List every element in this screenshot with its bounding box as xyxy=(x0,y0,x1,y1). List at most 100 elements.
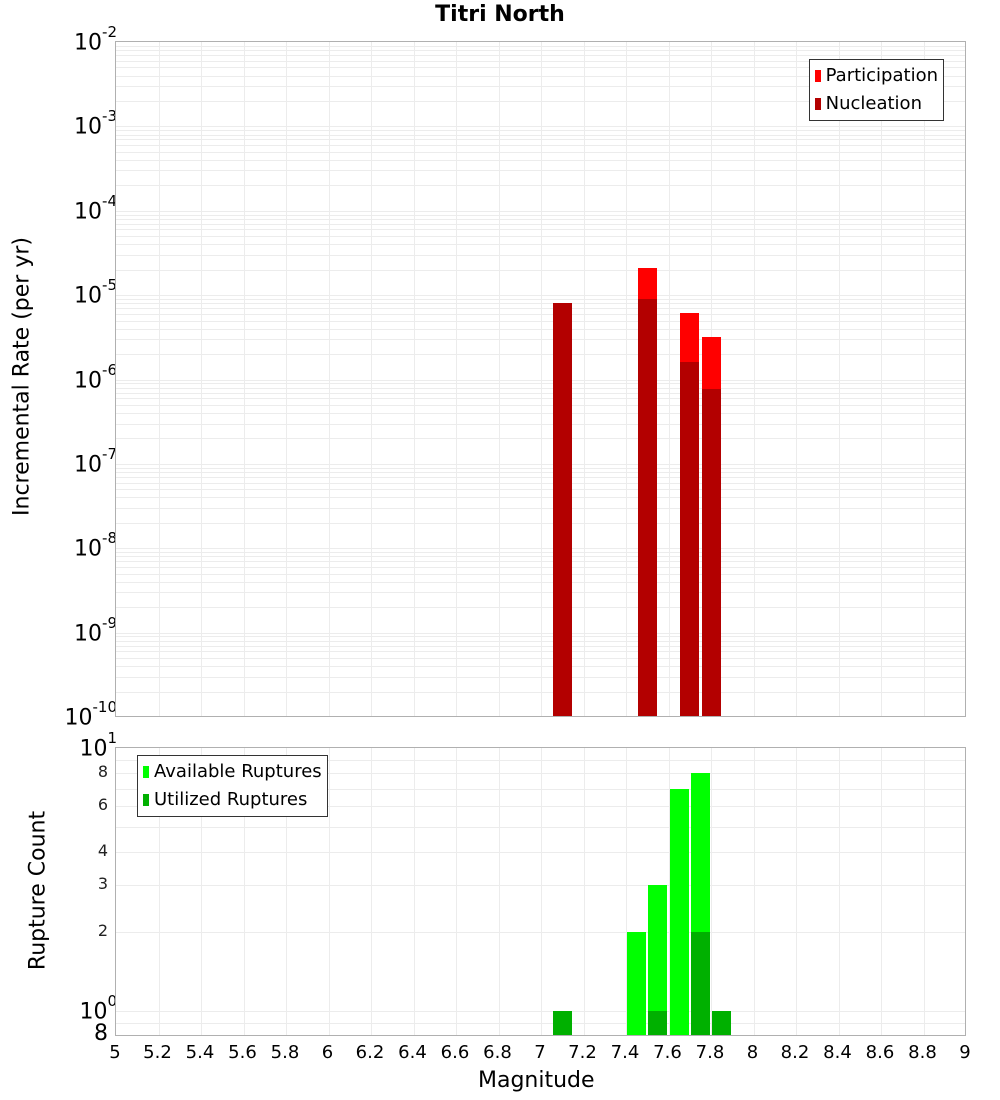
x-tick-label: 7.2 xyxy=(568,1042,597,1063)
grid-line xyxy=(116,210,965,212)
grid-line xyxy=(371,748,372,1035)
grid-line xyxy=(881,748,882,1035)
y-tick-label: 3 xyxy=(97,874,108,894)
x-tick-label: 8 xyxy=(746,1042,759,1063)
utilized-ruptures-bar xyxy=(648,1010,668,1035)
grid-line xyxy=(116,1010,965,1012)
grid-line xyxy=(116,223,965,225)
grid-line xyxy=(371,42,372,716)
x-tick-label: 5.8 xyxy=(270,1042,300,1063)
grid-line xyxy=(116,170,965,172)
x-axis-label: Magnitude xyxy=(478,1068,595,1093)
grid-line xyxy=(753,748,755,1035)
grid-line xyxy=(116,151,965,153)
grid-line xyxy=(116,931,965,933)
grid-line xyxy=(838,42,840,716)
bottom-plot-area: Available Ruptures Utilized Ruptures xyxy=(115,747,966,1036)
grid-line xyxy=(116,852,965,854)
grid-line xyxy=(626,748,627,1035)
grid-line xyxy=(838,748,840,1035)
grid-line xyxy=(116,404,965,406)
grid-line xyxy=(923,42,925,716)
utilized-ruptures-bar xyxy=(690,931,710,1035)
grid-line xyxy=(116,636,965,638)
utilized-ruptures-bar xyxy=(552,1010,572,1035)
grid-line xyxy=(456,42,457,716)
grid-line xyxy=(116,632,965,634)
grid-line xyxy=(116,607,965,609)
x-tick-label: 6.2 xyxy=(355,1042,385,1063)
grid-line xyxy=(116,218,965,220)
x-tick-label: 5.4 xyxy=(185,1042,215,1063)
top-legend: Participation Nucleation xyxy=(808,59,944,121)
grid-line xyxy=(116,489,965,491)
grid-line xyxy=(116,507,965,509)
legend-label: Available Ruptures xyxy=(154,761,322,782)
grid-line xyxy=(116,269,965,271)
grid-line xyxy=(116,328,965,330)
y-tick-label: 10-5 xyxy=(74,276,117,309)
grid-line xyxy=(116,60,965,62)
grid-line xyxy=(116,573,965,575)
grid-line xyxy=(328,748,330,1035)
x-tick-label: 8.6 xyxy=(865,1042,895,1063)
grid-line xyxy=(116,472,965,474)
grid-line xyxy=(116,67,965,69)
grid-line xyxy=(116,185,965,187)
grid-line xyxy=(711,748,712,1035)
grid-line xyxy=(116,760,965,761)
grid-line xyxy=(116,640,965,642)
x-tick-label: 6 xyxy=(321,1042,334,1063)
x-tick-label: 7.6 xyxy=(653,1042,682,1063)
grid-line xyxy=(286,42,287,716)
y-tick-label: 10-6 xyxy=(74,360,117,393)
grid-line xyxy=(923,748,925,1035)
grid-line xyxy=(116,298,965,300)
nucleation-swatch-icon xyxy=(814,98,821,110)
y-tick-label: 10-7 xyxy=(74,444,117,478)
nucleation-bar xyxy=(680,362,700,716)
grid-line xyxy=(116,145,965,147)
available-ruptures-bar xyxy=(669,788,689,1035)
grid-line xyxy=(116,467,965,469)
participation-swatch-icon xyxy=(814,70,821,82)
grid-line xyxy=(796,42,797,716)
legend-label: Nucleation xyxy=(825,93,922,114)
grid-line xyxy=(881,42,882,716)
legend-label: Participation xyxy=(825,65,938,86)
grid-line xyxy=(116,387,965,389)
nucleation-bar xyxy=(637,299,657,716)
grid-line xyxy=(116,130,965,132)
y-tick-label: 101 xyxy=(79,729,117,762)
legend-label: Utilized Ruptures xyxy=(154,789,308,810)
grid-line xyxy=(116,566,965,568)
grid-line xyxy=(116,788,965,790)
x-tick-label: 8.2 xyxy=(780,1042,810,1063)
grid-line xyxy=(116,552,965,554)
grid-line xyxy=(116,556,965,558)
grid-line xyxy=(116,303,965,305)
legend-item-nucleation: Nucleation xyxy=(814,90,938,118)
grid-line xyxy=(668,42,670,716)
grid-line xyxy=(116,214,965,216)
grid-line xyxy=(116,229,965,231)
y-tick-label: 10-8 xyxy=(74,529,117,562)
grid-line xyxy=(116,482,965,484)
bottom-y-axis-label: Rupture Count xyxy=(25,810,51,971)
bottom-legend: Available Ruptures Utilized Ruptures xyxy=(137,755,328,817)
grid-line xyxy=(116,645,965,647)
y-tick-label: 4 xyxy=(97,841,108,861)
grid-line xyxy=(116,75,965,77)
grid-line xyxy=(498,42,500,716)
grid-line xyxy=(583,42,585,716)
y-tick-label: 10-9 xyxy=(74,613,117,646)
x-tick-label: 6.4 xyxy=(398,1042,427,1063)
grid-line xyxy=(116,55,965,57)
utilized-swatch-icon xyxy=(143,794,149,806)
grid-line xyxy=(116,691,965,693)
grid-line xyxy=(116,295,965,297)
grid-line xyxy=(116,159,965,161)
grid-line xyxy=(116,806,965,808)
grid-line xyxy=(796,748,797,1035)
grid-line xyxy=(541,748,542,1035)
